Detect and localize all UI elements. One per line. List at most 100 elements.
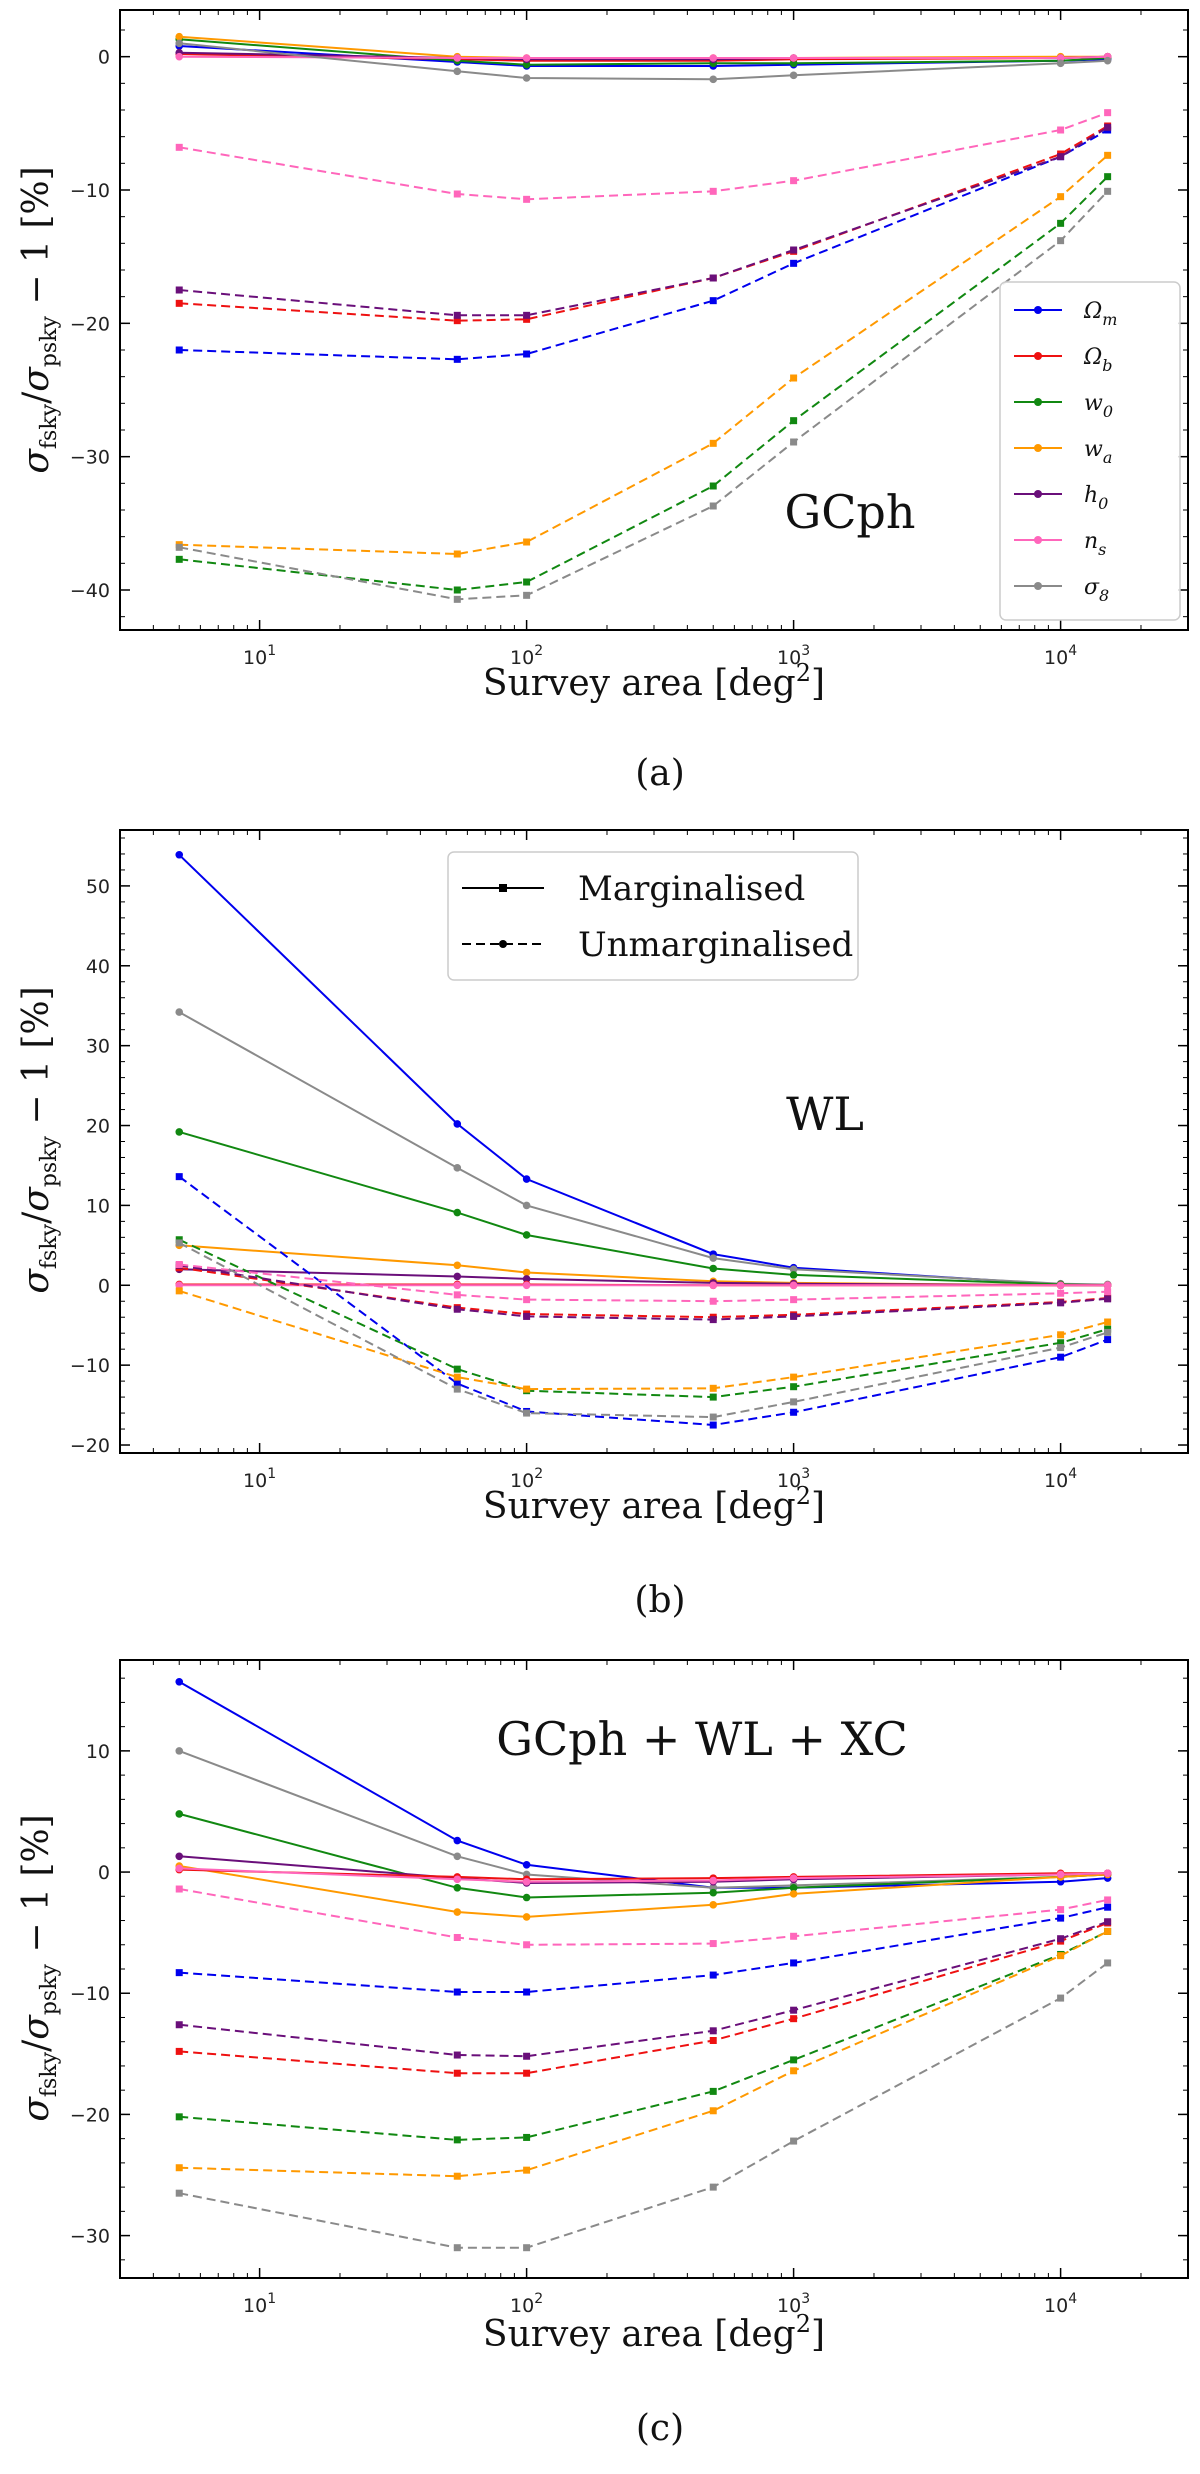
y-axis-title-part: fsky: [37, 403, 62, 449]
x-axis-title: Survey area [deg2]: [483, 1482, 825, 1527]
y-axis-title-part: fsky: [37, 2051, 62, 2097]
legend-swatch-marker: [1034, 306, 1042, 314]
data-point-sigma8-marginalised: [453, 1164, 462, 1172]
figure-caption: (b): [634, 1580, 685, 1621]
data-point-ns-marginalised: [453, 1281, 462, 1290]
legend-swatch-marker: [1034, 398, 1042, 406]
y-axis-title-part: σ: [16, 2014, 57, 2040]
x-tick-exp: 3: [801, 643, 810, 659]
data-point-ns-marginalised: [1056, 1281, 1065, 1290]
data-point-wa-unmarginalised: [1104, 1927, 1112, 1935]
y-axis-title-group: σfsky/σpsky − 1 [%]: [16, 1814, 62, 2121]
legend-box: [999, 281, 1181, 621]
data-point-w0-unmarginalised: [709, 1393, 717, 1401]
data-point-wa-marginalised: [789, 1890, 798, 1898]
data-point-ns-unmarginalised: [453, 1933, 461, 1941]
data-point-wa-unmarginalised: [709, 439, 717, 447]
data-point-wa-marginalised: [453, 1908, 462, 1916]
data-point-sigma8-unmarginalised: [523, 1409, 531, 1417]
data-point-w0-unmarginalised: [1057, 1339, 1065, 1347]
data-point-wa-unmarginalised: [1057, 1331, 1065, 1339]
data-point-ns-marginalised: [175, 52, 184, 61]
legend-label-unmarginalised: Unmarginalised: [578, 925, 853, 965]
data-point-sigma8-unmarginalised: [523, 591, 531, 599]
y-axis-title-group: σfsky/σpsky − 1 [%]: [16, 166, 62, 473]
data-point-sigma8-marginalised: [522, 74, 531, 82]
data-point-Omega_m-unmarginalised: [1057, 1353, 1065, 1361]
legend-label-main: h: [1084, 483, 1098, 508]
x-tick-base: 10: [1044, 2295, 1068, 2317]
plot-area: [175, 850, 1112, 1429]
data-point-wa-unmarginalised: [453, 2172, 461, 2180]
data-point-w0-unmarginalised: [790, 417, 798, 425]
data-point-sigma8-marginalised: [453, 1852, 462, 1861]
data-point-ns-unmarginalised: [790, 1932, 798, 1940]
x-tick-exp: 1: [267, 643, 276, 659]
data-point-ns-marginalised: [522, 1281, 531, 1290]
data-point-h0-unmarginalised: [1057, 153, 1065, 161]
x-tick-label: 103: [777, 1466, 810, 1492]
data-point-h0-unmarginalised: [1057, 1299, 1065, 1307]
x-tick-base: 10: [777, 647, 801, 669]
data-point-w0-unmarginalised: [790, 1383, 798, 1391]
legend-swatch-marker: [499, 884, 507, 892]
data-point-ns-unmarginalised: [1057, 1289, 1065, 1297]
y-tick-label: 20: [86, 1116, 110, 1138]
data-point-sigma8-unmarginalised: [790, 438, 798, 446]
y-axis-title-part: σ: [16, 2096, 57, 2122]
x-tick-base: 10: [510, 2295, 534, 2317]
data-point-sigma8-unmarginalised: [1057, 1994, 1065, 2002]
data-point-h0-marginalised: [453, 1272, 462, 1281]
legend-label-main: σ: [1084, 575, 1100, 600]
legend-label: Ωm: [1083, 299, 1117, 329]
y-axis-title-part: σ: [16, 366, 57, 392]
y-axis-title: σfsky/σpsky − 1 [%]: [16, 986, 62, 1293]
data-point-ns-unmarginalised: [709, 1940, 717, 1948]
series-line-sigma8-unmarginalised: [179, 1962, 1109, 2249]
y-axis-title-part: psky: [37, 315, 62, 367]
x-tick-label: 104: [1044, 1466, 1077, 1492]
x-tick-exp: 2: [534, 2291, 543, 2307]
plot-area: [175, 32, 1112, 603]
series-line-Omega_b-unmarginalised: [179, 1266, 1108, 1319]
series-line-w0-marginalised: [178, 1812, 1108, 1899]
data-point-w0-unmarginalised: [709, 482, 717, 490]
series-line-sigma8-unmarginalised: [179, 190, 1109, 601]
data-point-sigma8-unmarginalised: [790, 1398, 798, 1406]
data-point-Omega_m-unmarginalised: [523, 350, 531, 358]
data-point-Omega_m-unmarginalised: [175, 1173, 183, 1181]
data-point-ns-marginalised: [789, 1874, 798, 1882]
x-tick-base: 10: [243, 647, 267, 669]
legend-label-sub: m: [1102, 310, 1117, 329]
legend-swatch-marker: [1034, 444, 1042, 452]
data-point-ns-marginalised: [1056, 1870, 1065, 1879]
data-point-w0-marginalised: [522, 60, 531, 69]
data-point-sigma8-marginalised: [522, 1201, 531, 1210]
y-axis-title-part: σ: [16, 1186, 57, 1212]
y-tick-label: −20: [70, 1435, 110, 1457]
plot-area: [175, 1678, 1112, 2252]
y-tick-label: 0: [98, 1862, 110, 1884]
data-point-wa-unmarginalised: [523, 538, 531, 546]
x-axis-title-end: ]: [811, 1486, 825, 1527]
data-point-h0-unmarginalised: [1104, 123, 1112, 131]
data-point-wa-unmarginalised: [523, 2166, 531, 2174]
x-tick-base: 10: [1044, 647, 1068, 669]
data-point-sigma8-unmarginalised: [453, 2244, 461, 2252]
x-tick-label: 102: [510, 2291, 543, 2317]
data-point-w0-unmarginalised: [175, 2113, 183, 2121]
series-line-Omega_b-unmarginalised: [179, 1922, 1108, 2075]
data-point-wa-unmarginalised: [1104, 1318, 1112, 1326]
data-point-h0-unmarginalised: [523, 1312, 531, 1320]
data-point-sigma8-unmarginalised: [1104, 187, 1112, 195]
y-tick-label: −10: [70, 1355, 110, 1377]
x-tick-label: 103: [777, 643, 810, 669]
data-point-h0-unmarginalised: [709, 1316, 717, 1324]
data-point-wa-unmarginalised: [175, 1287, 183, 1295]
data-point-sigma8-unmarginalised: [175, 1239, 183, 1247]
figure-caption: (a): [635, 753, 685, 794]
series-line-h0-unmarginalised: [179, 126, 1109, 317]
x-tick-label: 102: [510, 1466, 543, 1492]
